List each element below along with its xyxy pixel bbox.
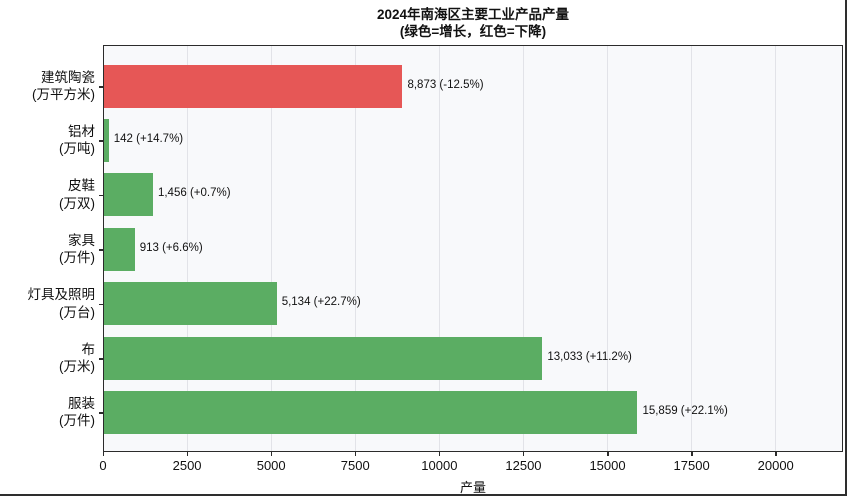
y-axis-category-label: 建筑陶瓷 (万平方米) xyxy=(0,69,95,104)
gridline-x-12500 xyxy=(522,46,524,451)
y-axis-tick xyxy=(99,303,103,306)
y-axis-category-label: 皮鞋 (万双) xyxy=(0,177,95,212)
bar-7 xyxy=(104,390,638,434)
category-unit: (万双) xyxy=(59,195,95,211)
category-unit: (万米) xyxy=(59,359,95,374)
y-axis-tick xyxy=(99,140,103,142)
y-axis-category-label: 灯具及照明 (万台) xyxy=(0,286,96,321)
x-axis-tick xyxy=(607,452,609,456)
y-axis-tick xyxy=(99,249,103,251)
category-unit: (万平方米) xyxy=(32,87,95,102)
bar-5 xyxy=(104,282,277,326)
y-axis-category-label: 铝材 (万吨) xyxy=(0,123,95,158)
bar-value-label: 5,134 (+22.7%) xyxy=(281,296,361,309)
x-axis-tick-label: 10000 xyxy=(421,458,458,473)
y-axis-category-label: 家具 (万件) xyxy=(0,232,95,267)
category-unit: (万台) xyxy=(59,304,95,320)
y-axis-category-label: 服装 (万件) xyxy=(0,395,95,430)
category-name: 建筑陶瓷 xyxy=(41,69,95,85)
bar-value-label: 1,456 (+0.7%) xyxy=(157,187,231,200)
chart-title: 2024年南海区主要工业产品产量 (绿色=增长，红色=下降) xyxy=(377,6,569,40)
plot-area: 8,873 (-12.5%) 142 (+14.7%) 1,456 (+0.7%) 9… xyxy=(103,45,843,452)
bar-value-label: 15,859 (+22.1%) xyxy=(642,404,728,417)
y-axis-category-label: 布 (万米) xyxy=(0,341,95,376)
x-axis-tick xyxy=(102,452,104,456)
y-axis-labels: 建筑陶瓷 (万平方米) 铝材 (万吨) 皮鞋 (万双) 家具 (万件) 灯具及照明 (万台) 布 (万… xyxy=(0,45,96,452)
gridline-x-20000 xyxy=(775,46,777,451)
category-unit: (万件) xyxy=(59,250,95,266)
gridline-x-2500 xyxy=(186,46,188,451)
x-axis-tick xyxy=(691,452,693,456)
x-axis-tick-label: 7500 xyxy=(340,458,370,473)
bar-6 xyxy=(104,336,543,380)
y-axis-tick xyxy=(99,86,103,88)
bar-value-label: 913 (+6.6%) xyxy=(139,241,203,254)
x-axis-tick xyxy=(354,452,357,456)
x-axis-tick-label: 20000 xyxy=(757,458,794,473)
x-axis-tick-label: 15000 xyxy=(589,458,626,473)
category-name: 布 xyxy=(81,341,96,357)
x-axis-tick-label: 0 xyxy=(99,458,107,473)
x-axis-title: 产量 xyxy=(459,480,487,495)
y-axis-tick xyxy=(99,358,103,360)
x-axis-tick xyxy=(270,452,273,456)
chart-title-line2: (绿色=增长，红色=下降) xyxy=(399,24,547,39)
category-name: 铝材 xyxy=(68,123,95,139)
y-axis-tick xyxy=(99,194,103,197)
x-axis-tick xyxy=(522,452,525,456)
chart-title-line1: 2024年南海区主要工业产品产量 xyxy=(376,7,570,22)
x-axis-tick xyxy=(186,452,189,456)
bar-4 xyxy=(104,227,135,271)
bar-1 xyxy=(104,64,403,108)
bar-2 xyxy=(104,118,109,162)
gridline-x-5000 xyxy=(270,46,272,451)
x-axis-tick-label: 5000 xyxy=(256,458,286,473)
gridline-x-17500 xyxy=(691,46,693,451)
category-name: 灯具及照明 xyxy=(27,287,96,303)
gridline-x-7500 xyxy=(354,46,356,451)
x-axis-tick xyxy=(438,452,441,456)
category-name: 家具 xyxy=(68,232,95,248)
bar-value-label: 142 (+14.7%) xyxy=(113,132,184,145)
category-unit: (万吨) xyxy=(59,141,95,157)
gridline-x-15000 xyxy=(607,46,609,451)
bar-value-label: 8,873 (-12.5%) xyxy=(407,78,484,91)
y-axis-tick xyxy=(99,412,103,414)
gridline-x-10000 xyxy=(438,46,440,451)
bar-3 xyxy=(104,173,153,217)
category-name: 服装 xyxy=(68,395,95,411)
x-axis-tick xyxy=(775,452,777,456)
x-axis-tick-label: 12500 xyxy=(505,458,542,473)
bar-value-label: 13,033 (+11.2%) xyxy=(547,350,632,363)
x-axis-tick-label: 2500 xyxy=(172,458,202,473)
x-axis-tick-label: 17500 xyxy=(673,458,710,473)
category-unit: (万件) xyxy=(59,413,95,429)
category-name: 皮鞋 xyxy=(68,178,95,194)
